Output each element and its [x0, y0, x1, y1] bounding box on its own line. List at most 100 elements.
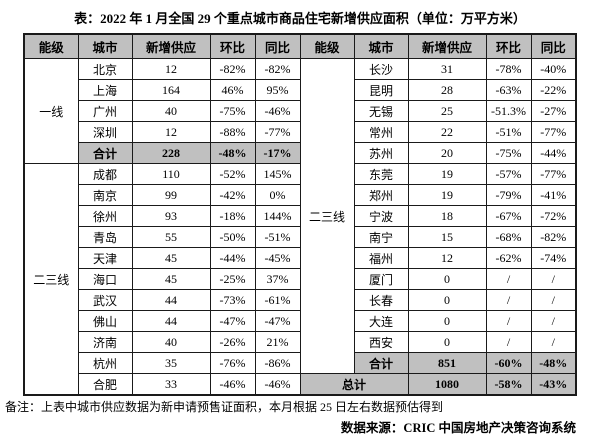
table-row: 杭州 35 -76% -86% 合计 851 -60% -48% [24, 352, 577, 374]
table-row: 合计 228 -48% -17% 苏州 20 -75% -44% [24, 142, 577, 164]
city-cell: 大连 [353, 310, 409, 332]
city-cell: 上海 [77, 79, 133, 101]
value-cell: 851 [407, 352, 487, 374]
value-cell: -26% [209, 331, 256, 353]
value-cell: -17% [254, 142, 301, 164]
city-cell: 东莞 [353, 163, 409, 185]
column-header: 能级 [299, 33, 355, 59]
table-row: 佛山 44 -47% -47% 大连 0// [24, 310, 577, 332]
value-cell: -72% [530, 205, 577, 227]
table-body: 一线 北京 12 -82% -82% 二三线 长沙 31 -78% -40% 上海 164 46% 95%… [23, 58, 577, 396]
table-row: 济南 40 -26% 21% 西安 0// [24, 331, 577, 353]
value-cell: / [485, 268, 532, 290]
value-cell: / [485, 310, 532, 332]
value-cell: -78% [485, 58, 532, 80]
value-cell: -75% [485, 142, 532, 164]
value-cell: 0 [407, 289, 487, 311]
value-cell: -44% [209, 247, 256, 269]
value-cell: 0 [407, 331, 487, 353]
value-cell: 44 [131, 289, 211, 311]
value-cell: 18 [407, 205, 487, 227]
header-row: 能级 城市 新增供应 环比 同比 能级 城市 新增供应 环比 同比 [23, 33, 577, 59]
table-title: 表：2022 年 1 月全国 29 个重点城市商品住宅新增供应面积（单位：万平方… [74, 11, 526, 26]
city-cell: 宁波 [353, 205, 409, 227]
value-cell: 22 [407, 121, 487, 143]
city-cell: 深圳 [77, 121, 133, 143]
value-cell: -45% [254, 247, 301, 269]
value-cell: -18% [209, 205, 256, 227]
city-cell: 无锡 [353, 100, 409, 122]
value-cell: -40% [530, 58, 577, 80]
table-row: 徐州 93 -18% 144% 宁波 18 -67% -72% [24, 205, 577, 227]
data-source: 数据来源：CRIC 中国房地产决策咨询系统 [340, 421, 576, 435]
value-cell: / [485, 289, 532, 311]
value-cell: -46% [254, 373, 301, 396]
value-cell: -22% [530, 79, 577, 101]
value-cell: 228 [131, 142, 211, 164]
value-cell: 0% [254, 184, 301, 206]
value-cell: 19 [407, 184, 487, 206]
table-row: 深圳 12 -88% -77% 常州 22 -51% -77% [24, 121, 577, 143]
value-cell: 31 [407, 58, 487, 80]
value-cell: -77% [530, 121, 577, 143]
column-header: 环比 [209, 33, 256, 59]
value-cell: -79% [485, 184, 532, 206]
value-cell: -57% [485, 163, 532, 185]
column-header: 城市 [353, 33, 409, 59]
value-cell: -77% [530, 163, 577, 185]
city-cell: 郑州 [353, 184, 409, 206]
value-cell: -50% [209, 226, 256, 248]
value-cell: 28 [407, 79, 487, 101]
city-cell: 昆明 [353, 79, 409, 101]
city-cell: 合肥 [77, 373, 133, 396]
value-cell: 40 [131, 100, 211, 122]
value-cell: -48% [530, 352, 577, 374]
value-cell: / [530, 289, 577, 311]
value-cell: 40 [131, 331, 211, 353]
supply-table: 能级 城市 新增供应 环比 同比 能级 城市 新增供应 环比 同比 一线 北京 12 -82% -82% 二… [23, 33, 577, 396]
column-header: 城市 [77, 33, 133, 59]
value-cell: 0 [407, 310, 487, 332]
value-cell: / [485, 331, 532, 353]
tier-label-tier23-left: 二三线 [23, 163, 79, 396]
grand-total-label: 总计 [299, 373, 409, 396]
value-cell: -44% [530, 142, 577, 164]
value-cell: / [530, 331, 577, 353]
value-cell: 37% [254, 268, 301, 290]
value-cell: 45 [131, 268, 211, 290]
value-cell: -63% [485, 79, 532, 101]
value-cell: -74% [530, 247, 577, 269]
value-cell: 1080 [407, 373, 487, 396]
column-header: 同比 [254, 33, 301, 59]
remark-note: 备注：上表中城市供应数据为新申请预售证面积，本月根据 25 日左右数据预估得到 [5, 400, 444, 414]
value-cell: -88% [209, 121, 256, 143]
city-cell: 长沙 [353, 58, 409, 80]
city-cell: 青岛 [77, 226, 133, 248]
table-row: 合肥 33 -46% -46% 总计 1080 -58% -43% [24, 373, 577, 396]
city-cell: 常州 [353, 121, 409, 143]
table-row: 一线 北京 12 -82% -82% 二三线 长沙 31 -78% -40% [23, 58, 577, 374]
value-cell: 12 [407, 247, 487, 269]
tier-label-tier1: 一线 [23, 58, 79, 164]
table-row: 广州 40 -75% -46% 无锡 25 -51.3% -27% [24, 100, 577, 122]
value-cell: -42% [209, 184, 256, 206]
value-cell: -47% [254, 310, 301, 332]
value-cell: 20 [407, 142, 487, 164]
value-cell: 25 [407, 100, 487, 122]
table-row: 天津 45 -44% -45% 福州 12 -62% -74% [24, 247, 577, 269]
column-header: 同比 [530, 33, 577, 59]
column-header: 能级 [23, 33, 79, 59]
value-cell: -25% [209, 268, 256, 290]
value-cell: -46% [209, 373, 256, 396]
table-row: 南京 99 -42% 0% 郑州 19 -79% -41% [24, 184, 577, 206]
value-cell: 95% [254, 79, 301, 101]
city-cell: 佛山 [77, 310, 133, 332]
value-cell: -46% [254, 100, 301, 122]
value-cell: -73% [209, 289, 256, 311]
value-cell: -51.3% [485, 100, 532, 122]
value-cell: -58% [485, 373, 532, 396]
value-cell: -47% [209, 310, 256, 332]
value-cell: / [530, 310, 577, 332]
city-cell: 徐州 [77, 205, 133, 227]
